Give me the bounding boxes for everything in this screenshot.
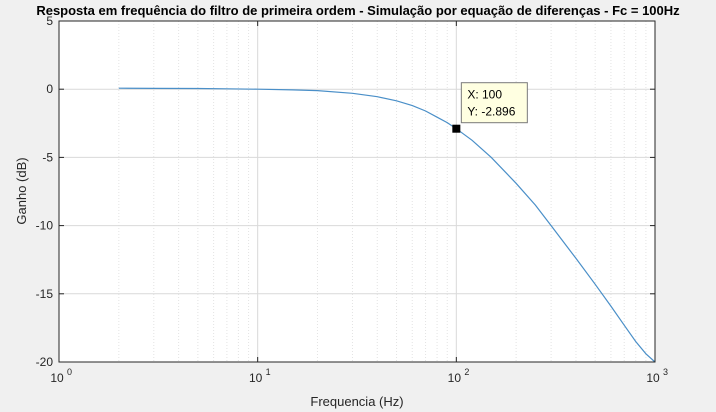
x-tick-exponent: 3 — [663, 367, 668, 377]
y-tick-label: -5 — [42, 150, 53, 164]
y-tick-label: -15 — [36, 287, 54, 301]
y-axis-label: Ganho (dB) — [14, 157, 29, 224]
datatip[interactable]: X: 100 Y: -2.896 — [452, 82, 528, 133]
x-tick-label: 10 — [50, 371, 64, 385]
datatip-y-text: Y: -2.896 — [467, 105, 515, 119]
y-tick-label: -20 — [36, 355, 54, 369]
y-tick-label: 0 — [46, 82, 53, 96]
x-axis-label: Frequencia (Hz) — [310, 394, 403, 409]
plot-area — [59, 21, 655, 362]
gain-line — [118, 87, 656, 363]
x-tick-label: 10 — [249, 371, 263, 385]
chart-title: Resposta em frequência do filtro de prim… — [36, 3, 680, 18]
series-layer — [118, 87, 656, 363]
x-tick-exponent: 0 — [67, 367, 72, 377]
y-tick-label: 5 — [46, 14, 53, 28]
x-tick-label: 10 — [448, 371, 462, 385]
datatip-x-text: X: 100 — [467, 88, 502, 102]
datatip-box[interactable] — [460, 82, 528, 124]
x-tick-label: 10 — [646, 371, 660, 385]
y-tick-label: -10 — [36, 219, 54, 233]
plot-border — [58, 20, 656, 363]
x-tick-exponent: 1 — [266, 367, 271, 377]
x-tick-exponent: 2 — [464, 367, 469, 377]
datatip-marker[interactable] — [452, 124, 461, 133]
